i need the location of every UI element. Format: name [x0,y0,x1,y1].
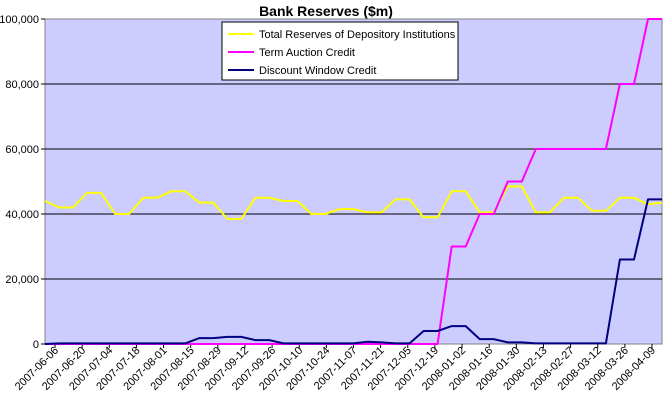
gridlines [45,83,662,280]
y-tick-label: 60,000 [5,144,39,156]
series-line-2 [44,198,662,345]
legend-label: Total Reserves of Depository Institution… [259,29,456,41]
legend-label: Term Auction Credit [259,47,355,59]
chart-title: Bank Reserves ($m) [259,3,393,19]
legend: Total Reserves of Depository Institution… [221,21,459,81]
series-line-0 [44,185,663,220]
series-layer [44,18,663,345]
y-tick-label: 80,000 [5,79,39,91]
legend-label: Discount Window Credit [259,65,376,77]
y-tick-label: 20,000 [5,274,39,286]
legend-box [221,21,459,81]
y-tick-label: 0 [33,339,39,351]
y-tick-label: 100,000 [0,14,39,26]
y-tick-label: 40,000 [5,209,39,221]
